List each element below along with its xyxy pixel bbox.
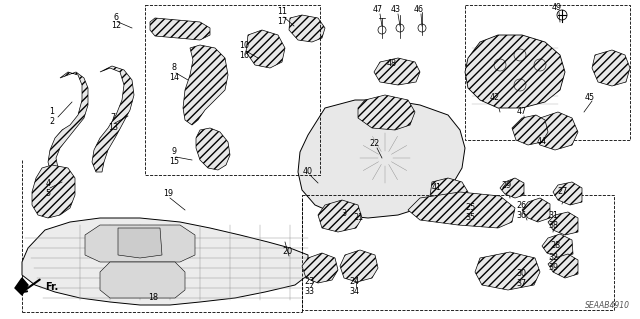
Text: 6: 6	[113, 12, 118, 21]
Polygon shape	[475, 252, 540, 290]
Text: Fr.: Fr.	[45, 282, 59, 292]
Polygon shape	[500, 178, 524, 198]
Text: 45: 45	[585, 93, 595, 101]
Polygon shape	[302, 253, 338, 283]
Text: 17: 17	[277, 17, 287, 26]
Polygon shape	[340, 250, 378, 282]
Text: 7: 7	[111, 114, 116, 122]
Polygon shape	[289, 15, 325, 42]
Text: 23: 23	[304, 278, 314, 286]
Text: 5: 5	[45, 189, 51, 197]
Text: 30: 30	[516, 270, 526, 278]
Text: 33: 33	[304, 287, 314, 296]
Text: 3: 3	[342, 209, 346, 218]
Polygon shape	[183, 45, 228, 125]
Text: 15: 15	[169, 157, 179, 166]
Polygon shape	[374, 58, 420, 85]
Polygon shape	[85, 225, 195, 262]
Text: 20: 20	[282, 248, 292, 256]
Text: 44: 44	[537, 137, 547, 146]
Text: 34: 34	[349, 287, 359, 296]
Text: 37: 37	[516, 279, 526, 288]
Text: SEAAB4910: SEAAB4910	[585, 301, 630, 310]
Text: 4: 4	[45, 179, 51, 188]
Text: 16: 16	[239, 50, 249, 60]
Polygon shape	[358, 95, 415, 130]
Text: 27: 27	[558, 188, 568, 197]
Text: 35: 35	[465, 213, 475, 222]
Text: 25: 25	[465, 204, 475, 212]
Polygon shape	[246, 30, 285, 68]
Bar	[465, 5, 630, 140]
Text: 39: 39	[548, 263, 558, 272]
Text: 32: 32	[548, 254, 558, 263]
Polygon shape	[92, 66, 134, 172]
Polygon shape	[408, 192, 515, 228]
Polygon shape	[430, 178, 468, 208]
Text: 18: 18	[148, 293, 158, 302]
Text: 2: 2	[49, 116, 54, 125]
Text: 36: 36	[516, 211, 526, 219]
Text: 19: 19	[163, 189, 173, 197]
Polygon shape	[522, 198, 550, 222]
Text: 43: 43	[391, 5, 401, 14]
Polygon shape	[118, 228, 162, 258]
Text: 47: 47	[373, 5, 383, 14]
Polygon shape	[150, 18, 210, 40]
Text: 40: 40	[303, 167, 313, 176]
Polygon shape	[553, 182, 582, 205]
Text: 9: 9	[172, 147, 177, 157]
Polygon shape	[592, 50, 630, 86]
Text: 11: 11	[277, 8, 287, 17]
Polygon shape	[318, 200, 362, 232]
Text: 29: 29	[501, 181, 511, 189]
Polygon shape	[22, 218, 308, 305]
Text: 21: 21	[353, 213, 363, 222]
Polygon shape	[298, 100, 465, 218]
Polygon shape	[100, 262, 185, 298]
Polygon shape	[512, 115, 548, 145]
Text: 1: 1	[49, 108, 54, 116]
Text: 22: 22	[370, 138, 380, 147]
Polygon shape	[15, 278, 28, 295]
Text: 24: 24	[349, 278, 359, 286]
Text: 26: 26	[516, 201, 526, 210]
Text: 28: 28	[550, 241, 560, 249]
Text: 49: 49	[552, 4, 562, 12]
Text: 8: 8	[172, 63, 177, 72]
Polygon shape	[548, 254, 578, 278]
Polygon shape	[465, 35, 565, 108]
Polygon shape	[542, 234, 573, 258]
Text: 10: 10	[239, 41, 249, 50]
Text: 42: 42	[490, 93, 500, 101]
Text: 38: 38	[548, 220, 558, 229]
Polygon shape	[548, 212, 578, 235]
Bar	[302, 195, 614, 310]
Text: 47: 47	[517, 108, 527, 116]
Text: 46: 46	[414, 5, 424, 14]
Polygon shape	[32, 165, 75, 218]
Text: 31: 31	[548, 211, 558, 219]
Polygon shape	[48, 72, 88, 175]
Bar	[145, 5, 320, 175]
Polygon shape	[196, 128, 230, 170]
Polygon shape	[532, 112, 578, 150]
Text: 12: 12	[111, 21, 121, 31]
Text: 41: 41	[432, 183, 442, 192]
Polygon shape	[302, 155, 410, 202]
Text: 48: 48	[387, 58, 397, 68]
Text: 14: 14	[169, 72, 179, 81]
Text: 13: 13	[108, 122, 118, 131]
